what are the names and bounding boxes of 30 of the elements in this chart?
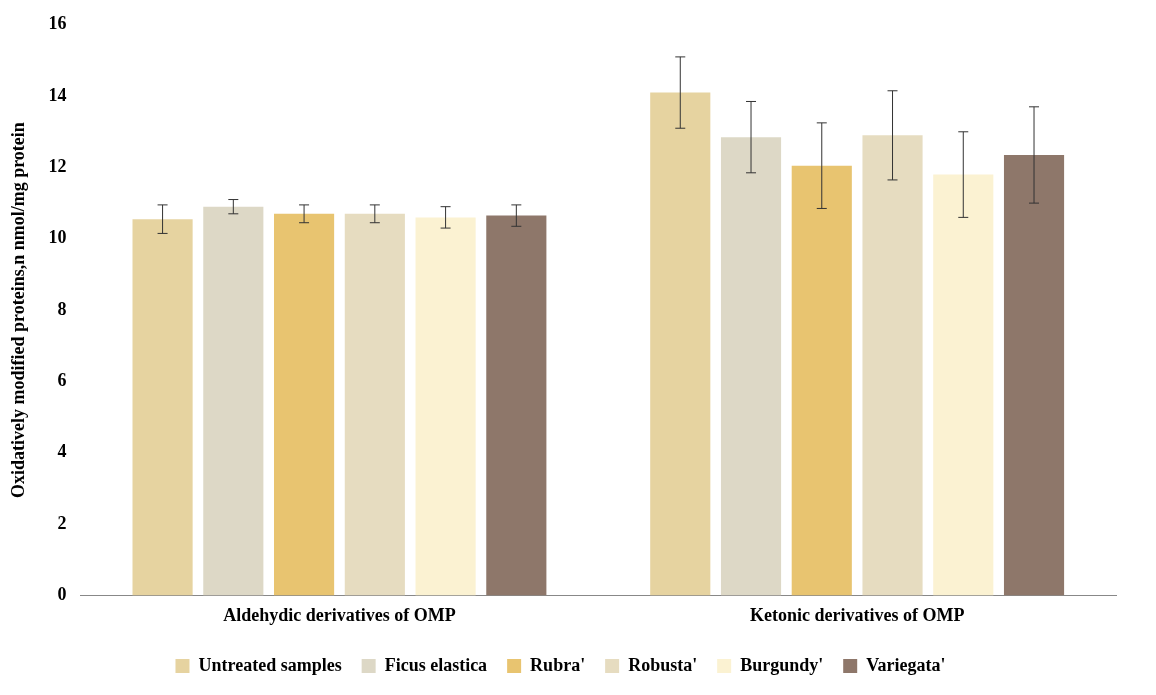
legend-label: Ficus elastica	[384, 654, 488, 675]
bar	[274, 213, 335, 596]
y-tick-label: 14	[48, 84, 67, 105]
y-tick-label: 4	[57, 441, 67, 462]
legend-label: Robusta'	[628, 654, 698, 675]
bar	[862, 135, 923, 596]
y-tick-label: 6	[57, 370, 67, 391]
legend-label: Untreated samples	[198, 654, 342, 675]
legend-label: Variegata'	[866, 654, 946, 675]
bar	[203, 206, 264, 596]
y-tick-label: 2	[57, 512, 67, 533]
y-axis-title: Oxidatively modified proteins,n nmol/mg protein	[8, 122, 29, 499]
bar	[1003, 154, 1065, 596]
x-tick-label: Aldehydic derivatives of OMP	[223, 604, 456, 625]
y-tick-label: 0	[57, 584, 67, 605]
legend-label: Rubra'	[530, 654, 586, 675]
bar	[791, 165, 852, 596]
bar	[933, 174, 994, 596]
legend-label: Burgundy'	[740, 654, 824, 675]
bar	[132, 219, 193, 596]
bar	[650, 92, 711, 596]
x-tick-label: Ketonic derivatives of OMP	[749, 604, 965, 625]
bar	[720, 137, 782, 596]
y-tick-label: 16	[48, 13, 67, 34]
y-tick-label: 8	[57, 298, 67, 319]
bar	[415, 217, 476, 596]
bar	[486, 215, 547, 596]
y-tick-label: 12	[48, 156, 67, 177]
y-tick-label: 10	[48, 227, 67, 248]
bar	[344, 213, 405, 596]
